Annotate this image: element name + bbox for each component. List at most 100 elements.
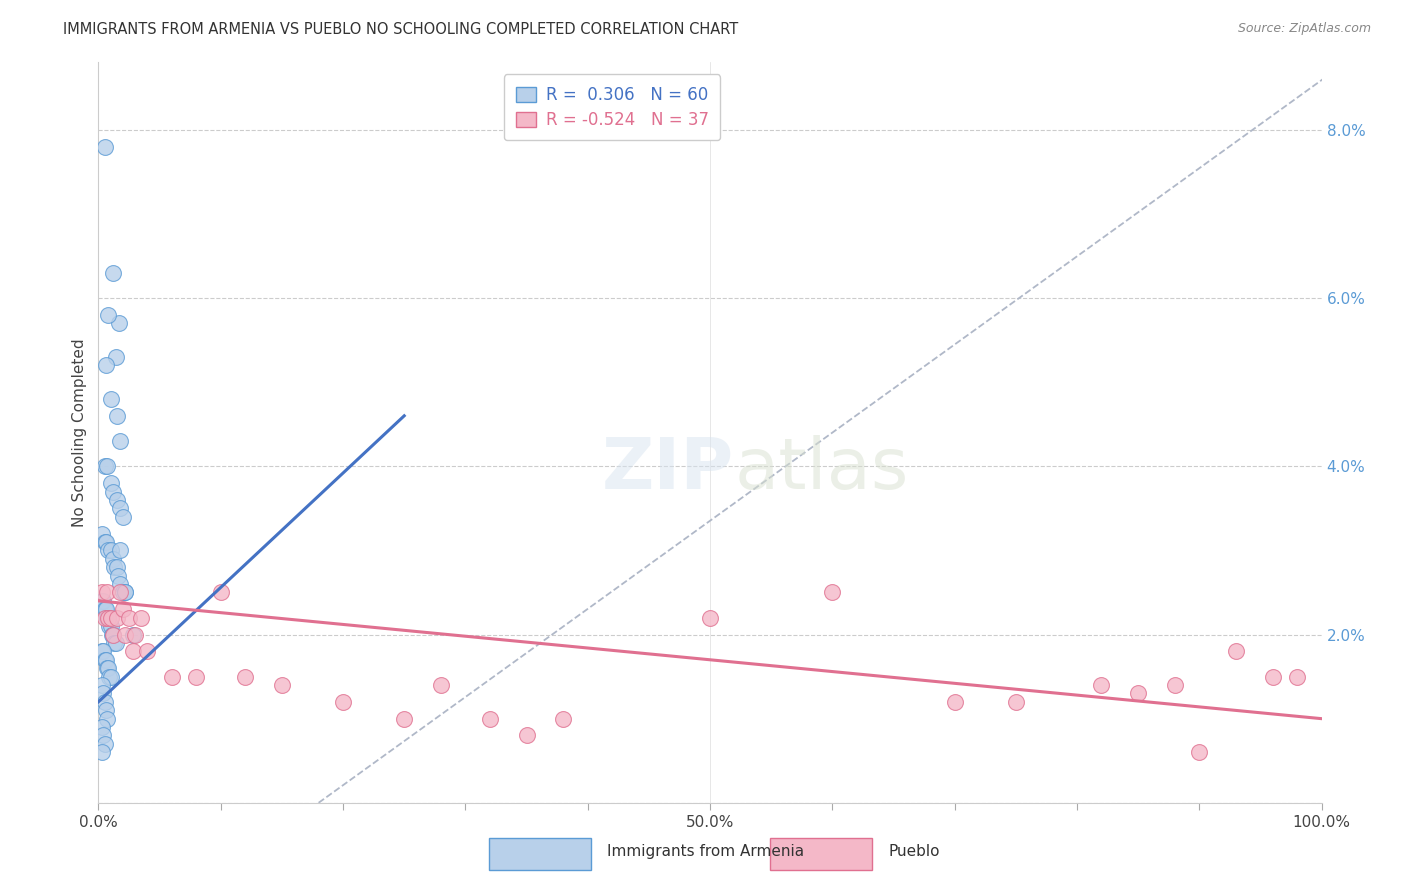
Point [98,670,121,684]
Point [209,585,232,599]
Point [160,670,183,684]
Point [943,695,966,709]
Point [136,644,159,658]
Point [821,585,844,599]
Point [110,543,132,558]
Point [101,551,124,566]
Point [114,585,136,599]
Point [96,585,118,599]
Point [111,509,134,524]
Point [101,266,124,280]
Point [101,627,124,641]
Point [100,610,122,624]
Point [96,712,118,726]
Point [93,602,115,616]
Point [91,729,114,743]
Point [91,644,114,658]
Point [91,594,114,608]
Point [105,560,128,574]
Point [1128,686,1150,700]
Point [97,610,120,624]
Point [93,653,115,667]
Point [515,729,537,743]
Point [91,526,114,541]
Point [97,308,120,322]
Point [97,543,120,558]
Point [110,577,132,591]
Point [94,653,117,667]
Point [124,627,146,641]
Point [91,585,114,599]
Point [97,661,120,675]
Point [553,712,575,726]
Point [91,678,114,692]
Point [91,594,114,608]
FancyBboxPatch shape [489,838,591,870]
Point [108,316,131,330]
Point [91,644,114,658]
Point [1188,745,1211,759]
Point [1004,695,1026,709]
Point [94,359,117,373]
Text: ZIP: ZIP [602,435,734,504]
Point [103,560,125,574]
Point [100,392,122,406]
Point [114,585,136,599]
Legend: R =  0.306   N = 60, R = -0.524   N = 37: R = 0.306 N = 60, R = -0.524 N = 37 [503,74,720,140]
Text: atlas: atlas [734,435,908,504]
Point [94,535,117,549]
Text: Immigrants from Armenia: Immigrants from Armenia [607,845,804,859]
Point [1286,670,1309,684]
Point [121,644,143,658]
Y-axis label: No Schooling Completed: No Schooling Completed [72,338,87,527]
Point [91,686,114,700]
Point [111,602,134,616]
Point [430,678,453,692]
Point [96,661,118,675]
Point [98,619,121,633]
Point [97,610,120,624]
Point [93,695,115,709]
Point [121,627,143,641]
Point [114,627,136,641]
Point [1225,644,1247,658]
Point [1164,678,1187,692]
Point [94,602,117,616]
Point [1261,670,1284,684]
Point [105,492,128,507]
FancyBboxPatch shape [770,838,872,870]
Point [332,695,354,709]
Point [107,568,129,582]
Point [110,585,132,599]
Point [105,610,128,624]
Point [129,610,152,624]
Point [110,501,132,516]
Point [100,543,122,558]
Point [101,627,124,641]
Point [101,627,124,641]
Point [111,585,134,599]
Point [118,610,141,624]
Point [478,712,501,726]
Point [105,409,128,423]
Point [91,720,114,734]
Point [96,610,118,624]
Text: IMMIGRANTS FROM ARMENIA VS PUEBLO NO SCHOOLING COMPLETED CORRELATION CHART: IMMIGRANTS FROM ARMENIA VS PUEBLO NO SCH… [63,22,738,37]
Point [1090,678,1112,692]
Point [392,712,416,726]
Point [94,703,117,717]
Text: Source: ZipAtlas.com: Source: ZipAtlas.com [1237,22,1371,36]
Point [100,619,122,633]
Point [186,670,208,684]
Point [103,636,125,650]
Point [100,670,122,684]
Point [93,535,115,549]
Point [104,350,127,364]
Point [233,670,256,684]
Point [93,459,115,474]
Point [100,476,122,491]
Point [101,484,124,499]
Point [96,459,118,474]
Point [104,636,127,650]
Point [93,139,115,153]
